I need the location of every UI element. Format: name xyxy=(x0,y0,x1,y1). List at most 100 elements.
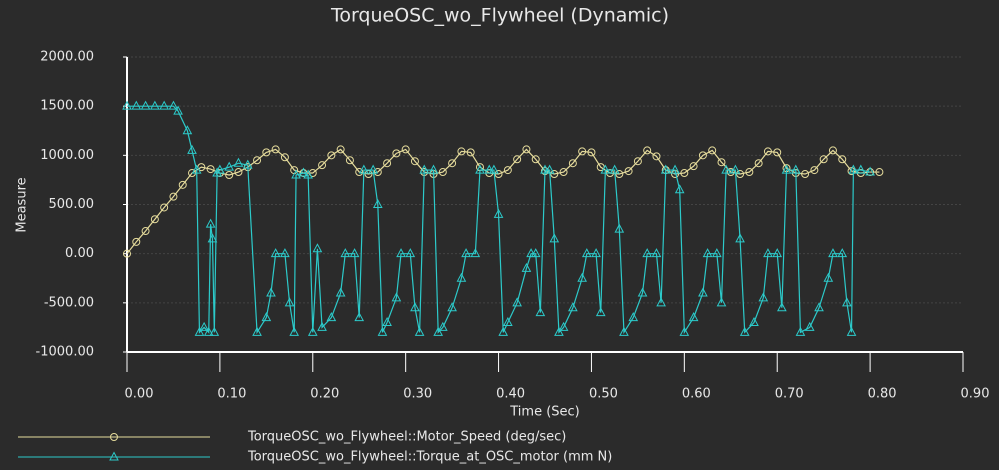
marker xyxy=(160,203,169,212)
marker xyxy=(513,155,522,164)
marker xyxy=(609,164,620,174)
marker xyxy=(489,164,499,174)
x-tick-label: 0.50 xyxy=(589,387,618,402)
marker xyxy=(252,326,262,336)
marker xyxy=(651,248,662,258)
marker xyxy=(721,164,731,174)
marker xyxy=(266,287,276,297)
marker xyxy=(428,164,439,174)
marker xyxy=(823,272,834,282)
marker xyxy=(777,302,787,312)
marker xyxy=(679,326,690,336)
marker xyxy=(307,326,318,336)
marker xyxy=(875,168,884,177)
marker xyxy=(122,100,132,110)
marker xyxy=(234,168,243,177)
x-tick-label: 0.20 xyxy=(310,387,339,402)
marker xyxy=(503,316,513,326)
marker xyxy=(531,155,540,164)
marker xyxy=(335,287,346,297)
marker xyxy=(716,297,727,307)
marker xyxy=(730,164,741,174)
marker xyxy=(345,156,354,165)
marker xyxy=(470,248,481,258)
marker xyxy=(642,248,653,258)
marker xyxy=(736,170,745,179)
marker xyxy=(377,326,388,336)
marker xyxy=(191,164,202,174)
marker xyxy=(318,161,327,170)
marker xyxy=(419,164,430,174)
marker xyxy=(781,164,792,174)
marker xyxy=(368,164,378,174)
marker xyxy=(656,297,666,307)
marker xyxy=(182,125,193,135)
x-tick-label: 0.00 xyxy=(125,387,154,402)
marker xyxy=(503,166,512,175)
marker xyxy=(708,146,717,155)
marker xyxy=(522,145,531,154)
marker xyxy=(173,105,183,115)
marker xyxy=(271,145,280,154)
marker xyxy=(619,326,629,336)
marker xyxy=(312,243,323,253)
marker xyxy=(206,165,215,174)
marker xyxy=(614,223,625,233)
marker xyxy=(187,144,197,154)
marker xyxy=(466,148,475,157)
marker xyxy=(581,248,592,258)
marker xyxy=(209,326,220,336)
y-tick-label: 0.00 xyxy=(65,246,94,261)
marker xyxy=(698,287,708,297)
marker xyxy=(633,157,642,166)
marker xyxy=(745,168,754,177)
marker xyxy=(461,248,471,258)
marker xyxy=(405,248,416,258)
marker xyxy=(317,321,327,331)
marker xyxy=(828,248,838,258)
marker xyxy=(168,100,179,110)
marker xyxy=(758,292,769,302)
marker xyxy=(595,307,606,317)
marker xyxy=(674,184,685,194)
marker xyxy=(132,237,141,246)
marker xyxy=(355,168,364,177)
marker xyxy=(689,162,698,171)
marker xyxy=(578,147,587,156)
x-tick-label: 0.10 xyxy=(217,387,246,402)
marker xyxy=(484,164,495,174)
marker xyxy=(448,159,457,168)
marker xyxy=(110,433,118,441)
marker xyxy=(577,272,587,282)
marker xyxy=(159,100,169,110)
marker xyxy=(498,326,509,336)
marker xyxy=(726,168,735,177)
marker xyxy=(558,321,569,331)
marker xyxy=(327,151,336,160)
y-tick-label: 1000.00 xyxy=(40,148,94,163)
marker xyxy=(550,170,559,179)
marker xyxy=(848,164,859,174)
marker xyxy=(284,297,295,307)
marker xyxy=(178,180,187,189)
marker xyxy=(814,302,824,312)
marker xyxy=(253,156,262,165)
marker xyxy=(340,248,351,258)
chart-title: TorqueOSC_wo_Flywheel (Dynamic) xyxy=(330,5,669,27)
marker xyxy=(512,297,522,307)
marker xyxy=(261,312,272,322)
marker xyxy=(359,164,369,174)
marker xyxy=(203,326,214,336)
x-tick-label: 0.60 xyxy=(682,387,711,402)
marker xyxy=(205,218,216,228)
marker xyxy=(123,249,131,258)
marker xyxy=(842,297,852,307)
marker xyxy=(391,292,402,302)
marker xyxy=(735,233,745,243)
marker xyxy=(215,164,225,174)
marker xyxy=(540,164,550,174)
marker xyxy=(652,152,661,161)
marker xyxy=(298,167,309,177)
marker xyxy=(530,248,541,258)
